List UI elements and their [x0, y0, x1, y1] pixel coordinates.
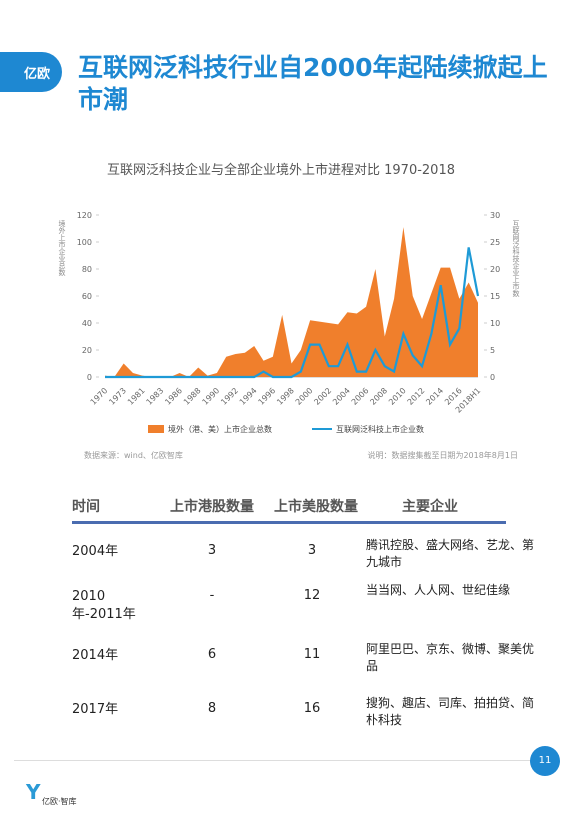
- x-tick-label: 2002: [312, 386, 333, 407]
- y2-tick-label: 5: [490, 346, 495, 355]
- cell-us: 3: [307, 543, 317, 558]
- cell-hk: 8: [207, 701, 217, 716]
- area: [105, 227, 478, 377]
- x-tick-label: 1973: [107, 386, 128, 407]
- cell-hk: -: [209, 588, 215, 603]
- cell-time: 2010年-2011年: [72, 589, 136, 622]
- x-tick-label: 2000: [294, 386, 315, 407]
- y-tick-label: 100: [77, 238, 92, 247]
- x-tick-label: 1998: [275, 386, 296, 407]
- cell-companies: 阿里巴巴、京东、微博、聚美优品: [366, 642, 535, 673]
- y2-tick-label: 10: [490, 319, 500, 328]
- legend-label: 境外（港、美）上市企业总数: [168, 424, 272, 434]
- x-tick-label: 1970: [89, 386, 110, 407]
- y2-tick-label: 25: [490, 238, 500, 247]
- page-title: 互联网泛科技行业自2000年起陆续掀起上市潮: [78, 53, 548, 114]
- cell-companies: 腾讯控股、盛大网络、艺龙、第九城市: [366, 538, 535, 569]
- line: [105, 247, 480, 379]
- y-tick-label: 60: [82, 292, 92, 301]
- page-number: 11: [530, 746, 560, 776]
- x-tick-label: 2014: [424, 386, 445, 407]
- x-tick-label: 1983: [145, 386, 166, 407]
- legend-swatch: [148, 425, 164, 433]
- footer-icon: Y: [26, 780, 41, 804]
- cell-companies: 搜狗、趣店、司库、拍拍贷、简朴科技: [366, 696, 535, 727]
- y2-axis-label: 互联网泛科技企业上市数: [512, 220, 520, 298]
- x-tick-label: 1981: [126, 386, 147, 407]
- column-header: 上市港股数量: [170, 499, 254, 515]
- footer-rule: [14, 760, 534, 761]
- x-tick-label: 2004: [331, 386, 352, 407]
- x-tick-label: 1986: [163, 386, 184, 407]
- logo-badge: 亿欧: [0, 52, 62, 92]
- cell-companies: 当当网、人人网、世纪佳缘: [366, 583, 511, 597]
- cell-time: 2014年: [72, 648, 119, 663]
- column-header: 时间: [72, 499, 100, 515]
- y-tick-label: 120: [77, 211, 92, 220]
- y-tick-label: 80: [82, 265, 92, 274]
- cell-hk: 6: [207, 647, 217, 662]
- cell-hk: 3: [207, 543, 217, 558]
- cell-us: 12: [303, 588, 321, 603]
- column-header: 主要企业: [402, 499, 458, 515]
- header-rule: [72, 521, 506, 524]
- column-header: 上市美股数量: [274, 499, 358, 515]
- y2-tick-label: 0: [490, 373, 495, 382]
- footer-brand: 亿欧·智库: [42, 797, 77, 806]
- x-tick-label: 2010: [387, 386, 408, 407]
- logo: 亿欧: [24, 67, 51, 82]
- source: 数据来源：wind、亿欧智库: [84, 450, 183, 460]
- x-tick-label: 1994: [238, 386, 259, 407]
- y2-tick-label: 20: [490, 265, 500, 274]
- cell-time: 2004年: [72, 544, 119, 559]
- y-tick-label: 20: [82, 346, 92, 355]
- y2-tick-label: 15: [490, 292, 500, 301]
- y-axis-label: 境外上市企业总数: [58, 219, 66, 277]
- x-tick-label: 1990: [201, 386, 222, 407]
- cell-us: 11: [303, 647, 321, 662]
- cell-us: 16: [303, 701, 321, 716]
- note: 说明：数据搜集截至日期为2018年8月1日: [367, 450, 518, 460]
- x-tick-label: 2006: [350, 386, 371, 407]
- x-tick-label: 1992: [219, 386, 240, 407]
- x-tick-label: 2012: [406, 386, 427, 407]
- x-tick-label: 1996: [257, 386, 278, 407]
- x-tick-label: 2008: [368, 386, 389, 407]
- cell-time: 2017年: [72, 702, 119, 717]
- chart-title: 互联网泛科技企业与全部企业境外上市进程对比 1970-2018: [107, 162, 455, 178]
- y2-tick-label: 30: [490, 211, 500, 220]
- y-tick-label: 40: [82, 319, 92, 328]
- chart: 互联网泛科技企业与全部企业境外上市进程对比 1970-2018 0 20 40 60 80…: [58, 162, 520, 460]
- legend-label: 互联网泛科技上市企业数: [336, 424, 424, 434]
- y-tick-label: 0: [87, 373, 92, 382]
- x-tick-label: 1988: [182, 386, 203, 407]
